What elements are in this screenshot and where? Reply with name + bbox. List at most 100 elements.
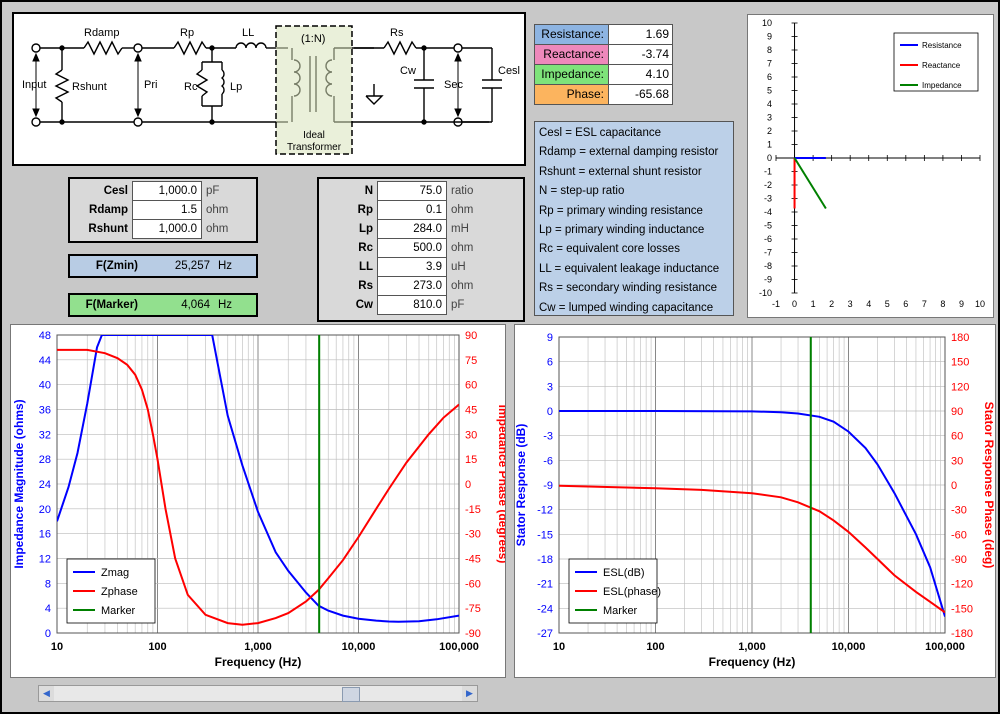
definition-item: Lp = primary winding inductance <box>539 223 705 236</box>
phase-row: Phase: -65.68 <box>535 85 672 104</box>
param-label: Lp <box>358 223 373 235</box>
series-line-esl-db- <box>559 410 945 617</box>
y-tick-label: 8 <box>767 45 772 55</box>
x-tick-label: 10,000 <box>342 641 376 653</box>
legend-label: Marker <box>101 605 136 617</box>
y-tick-label: -10 <box>759 288 772 298</box>
reactance-label: Reactance: <box>543 47 604 61</box>
scroll-right-icon[interactable]: ▶ <box>462 686 477 701</box>
param-label: Cw <box>355 299 373 311</box>
y-tick-label: -18 <box>537 554 553 566</box>
param-label: Rp <box>357 204 373 216</box>
y2-axis-title: Impedance Phase (degrees) <box>496 405 505 564</box>
y-tick-label: 28 <box>39 454 51 466</box>
rs-input[interactable]: 273.0 <box>377 276 447 296</box>
param-unit: ohm <box>451 242 474 254</box>
legend-label: ESL(dB) <box>603 567 645 579</box>
param-label: Rdamp <box>89 204 128 216</box>
definition-item: Rshunt = external shunt resistor <box>539 165 702 178</box>
y-tick-label: 12 <box>39 554 51 566</box>
x-tick-label: 7 <box>922 299 927 309</box>
lp-input[interactable]: 284.0 <box>377 219 447 239</box>
ll-input[interactable]: 3.9 <box>377 257 447 277</box>
scroll-left-icon[interactable]: ◀ <box>39 686 54 701</box>
y2-tick-label: -150 <box>951 603 973 615</box>
y-tick-label: -8 <box>764 261 772 271</box>
n-input[interactable]: 75.0 <box>377 181 447 201</box>
rc-input[interactable]: 500.0 <box>377 238 447 258</box>
x-tick-label: 5 <box>885 299 890 309</box>
param-label: Cesl <box>103 185 128 197</box>
y-tick-label: 20 <box>39 504 51 516</box>
x-axis-title: Frequency (Hz) <box>215 655 302 669</box>
y-tick-label: -21 <box>537 579 553 591</box>
cesl-input[interactable]: 1,000.0 <box>132 181 202 201</box>
x-tick-label: 10,000 <box>832 641 866 653</box>
definition-item: Rp = primary winding resistance <box>539 204 703 217</box>
fzmin-unit: Hz <box>218 260 233 272</box>
label-rshunt: Rshunt <box>72 81 107 93</box>
legend-label: Reactance <box>922 61 961 70</box>
series-line-zmag <box>57 335 459 623</box>
resistance-label: Resistance: <box>541 27 604 41</box>
horizontal-scrollbar[interactable]: ◀ ▶ <box>38 685 478 702</box>
y-tick-label: 8 <box>45 578 51 590</box>
y2-tick-label: -180 <box>951 628 973 640</box>
y-tick-label: -9 <box>543 480 553 492</box>
param-unit: ohm <box>451 280 474 292</box>
y2-tick-label: -15 <box>465 504 481 516</box>
legend-label: Zphase <box>101 586 138 598</box>
phasor-chart-panel: -10 -9 -8 -7 -6 -5 -4 -3 -2 -1 0 1 2 3 4 5 6 7 8 9 10 -1 0 1 2 3 4… <box>747 14 994 318</box>
cw-input[interactable]: 810.0 <box>377 295 447 315</box>
y2-tick-label: 60 <box>951 431 963 443</box>
fmarker-value: 4,064 <box>181 299 210 311</box>
parameter-definitions: Cesl = ESL capacitance Rdamp = external … <box>534 121 734 316</box>
x-tick-label: 9 <box>959 299 964 309</box>
x-tick-label: 100 <box>646 641 664 653</box>
scroll-thumb[interactable] <box>342 687 360 702</box>
y2-tick-label: 75 <box>465 355 477 367</box>
y-tick-label: -9 <box>764 275 772 285</box>
y-tick-label: 9 <box>767 32 772 42</box>
y2-tick-label: 0 <box>465 479 471 491</box>
circuit-schematic: Rdamp Rp LL (1:N) Rs Input Rshunt Pri Rc… <box>12 12 526 166</box>
legend-label: Marker <box>603 605 638 617</box>
resistance-row: Resistance: 1.69 <box>535 25 672 45</box>
fzmin-label: F(Zmin) <box>95 260 138 272</box>
y2-tick-label: 90 <box>951 406 963 418</box>
label-ideal: Ideal <box>303 130 325 141</box>
x-tick-label: 0 <box>792 299 797 309</box>
y-tick-label: -24 <box>537 603 553 615</box>
y2-tick-label: -60 <box>465 578 481 590</box>
y-tick-label: 4 <box>45 603 51 615</box>
y-tick-label: 24 <box>39 479 51 491</box>
y-tick-label: 16 <box>39 529 51 541</box>
x-tick-label: 10 <box>553 641 565 653</box>
ideal-transformer-box <box>275 25 353 155</box>
param-label: Rc <box>358 242 373 254</box>
definition-item: N = step-up ratio <box>539 185 625 198</box>
label-rc: Rc <box>184 81 198 93</box>
rdamp-input[interactable]: 1.5 <box>132 200 202 220</box>
x-tick-label: 100,000 <box>439 641 479 653</box>
rp-input[interactable]: 0.1 <box>377 200 447 220</box>
y2-tick-label: -45 <box>465 554 481 566</box>
definition-item: Cw = lumped winding capacitance <box>539 301 714 314</box>
legend-label: ESL(phase) <box>603 586 661 598</box>
x-tick-label: 8 <box>940 299 945 309</box>
rshunt-input[interactable]: 1,000.0 <box>132 219 202 239</box>
transformer-parameter-inputs: N 75.0 ratio Rp 0.1 ohm Lp 284.0 mH Rc 500.0 ohm… <box>317 177 525 322</box>
definition-item: LL = equivalent leakage inductance <box>539 262 720 275</box>
y2-tick-label: 15 <box>465 454 477 466</box>
definition-item: Rc = equivalent core losses <box>539 243 680 256</box>
y-tick-label: 6 <box>547 357 553 369</box>
y-tick-label: 40 <box>39 380 51 392</box>
legend-label: Zmag <box>101 567 129 579</box>
label-rs: Rs <box>390 27 404 39</box>
y-tick-label: -27 <box>537 628 553 640</box>
phase-value: -65.68 <box>608 85 672 104</box>
param-unit: ohm <box>206 204 229 216</box>
param-unit: ohm <box>451 204 474 216</box>
